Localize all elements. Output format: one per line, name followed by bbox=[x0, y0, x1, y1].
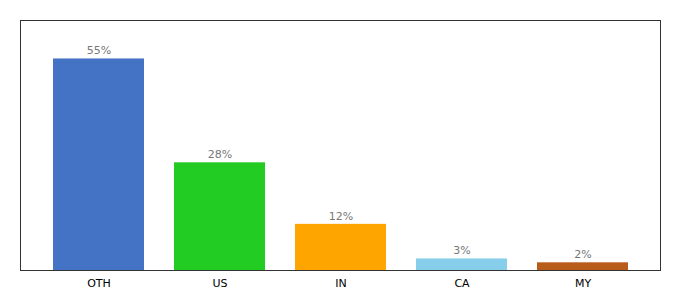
svg-text:IN: IN bbox=[335, 277, 346, 290]
svg-text:US: US bbox=[212, 277, 227, 290]
svg-text:2%: 2% bbox=[574, 248, 591, 261]
svg-text:12%: 12% bbox=[329, 210, 353, 223]
svg-text:OTH: OTH bbox=[87, 277, 111, 290]
svg-text:28%: 28% bbox=[208, 148, 232, 161]
svg-text:CA: CA bbox=[454, 277, 470, 290]
svg-text:55%: 55% bbox=[87, 44, 111, 57]
svg-text:MY: MY bbox=[575, 277, 591, 290]
svg-text:3%: 3% bbox=[453, 244, 470, 257]
